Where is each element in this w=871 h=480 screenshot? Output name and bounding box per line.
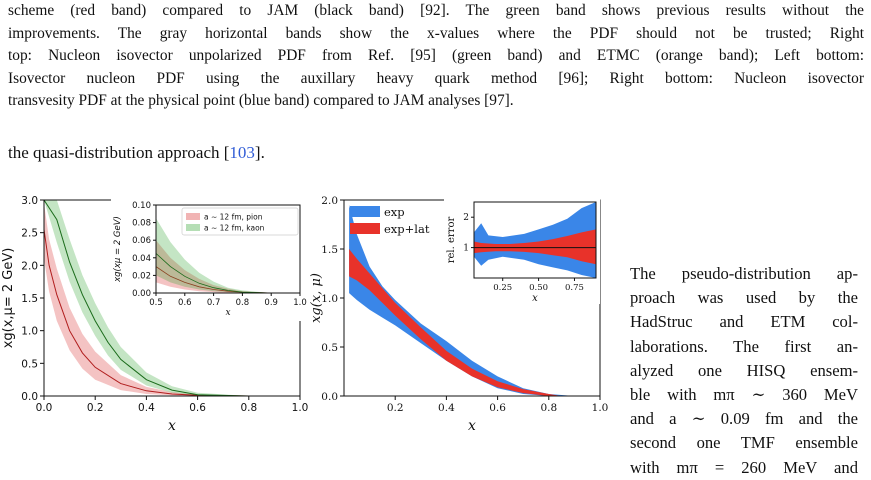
y-tick-label: 0.0 [21,391,38,403]
y-tick-label: 2.0 [321,195,338,207]
legend: exp exp+lat [350,205,430,236]
inset-x-tick-label: 1.0 [293,298,307,308]
side-line-6: ble with mπ ∼ 360 MeV [630,385,858,405]
inset-y-tick-label: 0.08 [132,219,151,229]
y-tick-label: 0.5 [21,358,38,370]
inset-x-tick-label: 0.9 [264,298,278,308]
band-kaon [44,200,300,396]
side-line-1: The pseudo-distribution ap- [630,264,858,283]
caption-line-2: improvements. The gray horizontal bands … [8,24,864,42]
caption-line-1: scheme (red band) compared to JAM (black… [8,2,864,19]
y-tick-label: 1.5 [21,293,38,305]
inset-y-tick-label: 1 [463,244,469,254]
side-line-2: proach was used by the [630,288,858,308]
legend-swatch [186,224,200,231]
caption-line-5: transvesity PDF at the physical point (b… [8,92,514,110]
figure-caption: scheme (red band) compared to JAM (black… [8,0,864,113]
inset-band-exp-lat [474,229,596,265]
legend-label: a ∼ 12 fm, kaon [204,224,265,233]
inset-y-tick-label: 0.02 [132,271,151,281]
y-tick-label: 2.0 [21,260,38,272]
inset-x-tick-label: 0.50 [529,283,548,293]
inset-x-tick-label: 0.8 [236,298,250,308]
inset-band-kaon [156,218,300,293]
legend-swatch [350,223,380,234]
y-tick-label: 2.5 [21,228,38,240]
body-text-line: the quasi-distribution approach [103]. [8,143,265,163]
body-text-suffix: ]. [254,143,265,162]
x-tick-label: 0.8 [240,402,257,414]
inset-x-tick-label: 0.5 [149,298,163,308]
caption-line-3: top: Nucleon isovector unpolarized PDF f… [8,47,864,65]
legend-box [181,207,299,236]
x-tick-label: 0.4 [138,402,155,414]
y-axis-label: xg(x,μ= 2 GeV) [1,248,16,349]
inset-y-tick-label: 0.10 [132,201,151,211]
chart-gluon-pdf-pion-kaon: 0.0 0.2 0.4 0.6 0.8 1.0 0.0 0.5 1.0 1.5 2.0 2.5 3.0 x… [1,195,309,434]
legend-swatch [186,213,200,220]
x-tick-label: 1.0 [592,402,609,414]
inset-x-axis-label: x [532,293,538,304]
x-tick-label: 1.0 [292,402,309,414]
inset-y-tick-label: 2 [463,213,469,223]
side-line-8: second one TMF ensemble [630,433,858,453]
y-tick-label: 0.5 [321,342,338,354]
x-axis-label: x [468,418,476,434]
inset-x-tick-label: 0.6 [178,298,192,308]
inset-x-axis-label: x [225,308,230,318]
x-tick-label: 0.4 [438,402,455,414]
inset-band-exp [474,202,596,278]
y-axis-label: xg(x, μ) [310,273,324,323]
legend-swatch [350,206,380,217]
y-tick-label: 3.0 [21,195,38,207]
inset-x-tick-label: 0.25 [493,283,512,293]
legend-label: exp+lat [384,222,430,236]
body-text-prefix: the quasi-distribution approach [ [8,143,230,162]
x-tick-label: 0.2 [387,402,404,414]
y-tick-label: 0.0 [321,391,338,403]
y-tick-label: 1.5 [321,244,338,256]
inset-x-tick-label: 0.75 [565,283,584,293]
legend-label: exp [384,205,405,219]
plot-area [44,200,300,396]
inset-x-tick-label: 0.7 [207,298,221,308]
x-tick-label: 0.6 [489,402,506,414]
side-line-7: and a ∼ 0.09 fm and the [630,409,858,429]
side-line-3: HadStruc and ETM col- [630,312,858,332]
plot-area [349,204,575,396]
inset-legend: a ∼ 12 fm, pion a ∼ 12 fm, kaon [181,207,299,236]
inset-y-tick-label: 0.00 [132,289,151,299]
citation-link[interactable]: 103 [229,143,255,162]
inset-frame [155,204,301,294]
line-kaon [44,200,300,396]
x-axis-label: x [168,418,176,434]
inset-plot-area [474,202,596,278]
inset-y-axis-label: xg(xμ = 2 GeV) [113,216,123,283]
x-tick-label: 0.0 [36,402,53,414]
caption-line-4: Isovector nucleon PDF using the auxillar… [8,69,864,87]
side-line-5: alyzed one HISQ ensem- [630,360,858,380]
x-tick-label: 0.8 [540,402,557,414]
x-tick-label: 0.6 [189,402,206,414]
inset-y-tick-label: 0.06 [132,236,151,246]
inset-y-tick-label: 0.04 [132,254,151,264]
side-line-9: with mπ = 260 MeV and [630,457,858,477]
inset-frame [473,201,597,279]
band-exp [349,204,575,396]
legend-label: a ∼ 12 fm, pion [204,213,263,222]
side-line-4: laborations. The first an- [630,336,858,356]
x-tick-label: 0.2 [87,402,104,414]
y-tick-label: 1.0 [21,326,38,338]
chart-gluon-pdf-exp-lat: 0.2 0.4 0.6 0.8 1.0 0.0 0.5 1.0 1.5 2.0 x xg(x, μ) e… [310,195,609,434]
inset-y-axis-label: rel. error [446,217,457,264]
side-text-column: The pseudo-distribution ap- proach was u… [630,262,858,480]
y-tick-label: 1.0 [321,293,338,305]
